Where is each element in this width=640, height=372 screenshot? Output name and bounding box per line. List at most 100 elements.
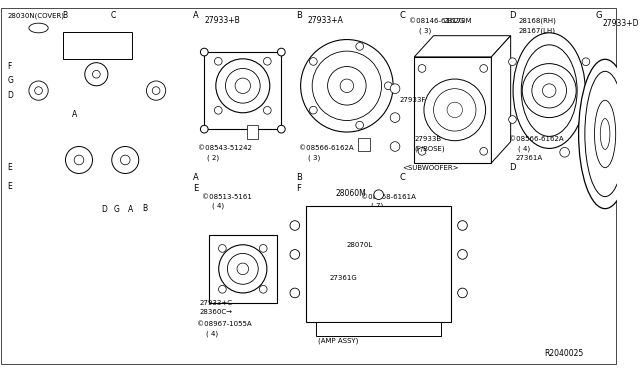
Polygon shape [414,36,511,57]
Circle shape [214,106,222,114]
Circle shape [424,79,486,141]
Text: 27933+C: 27933+C [200,299,232,305]
Text: D: D [509,163,515,172]
Text: (AMP ASSY): (AMP ASSY) [318,338,358,344]
Text: C: C [400,173,406,182]
Circle shape [390,142,400,151]
Circle shape [480,147,488,155]
Circle shape [227,253,258,284]
Text: ( 3): ( 3) [419,28,431,34]
Text: 27933+B: 27933+B [204,16,240,25]
Text: G: G [114,205,120,214]
Circle shape [301,39,393,132]
Circle shape [433,89,476,131]
Circle shape [310,106,317,114]
Text: B: B [296,11,301,20]
Circle shape [543,84,556,97]
Circle shape [200,48,208,56]
Circle shape [447,102,463,118]
Text: ©08513-5161: ©08513-5161 [202,193,252,200]
Text: 28070L: 28070L [347,242,373,248]
Ellipse shape [600,119,610,150]
Text: D: D [509,11,515,20]
Text: ©08566-6162A: ©08566-6162A [509,136,563,142]
Circle shape [235,78,250,93]
Text: ©08566-6162A: ©08566-6162A [299,145,353,151]
Text: 27361A: 27361A [515,155,543,161]
Text: 28060M: 28060M [335,189,366,198]
Bar [358,138,370,151]
Text: E: E [193,185,198,193]
Circle shape [259,244,267,252]
Ellipse shape [579,59,632,209]
Circle shape [312,51,381,121]
Bar [63,32,132,59]
Text: 28360C→: 28360C→ [200,309,232,315]
Circle shape [214,57,222,65]
Text: 28167(LH): 28167(LH) [518,28,556,34]
Ellipse shape [521,45,577,137]
Bar [209,235,276,302]
Text: 28168(RH): 28168(RH) [518,18,556,25]
Text: B: B [143,203,148,213]
Text: D: D [8,91,13,100]
Text: (F/BOSE): (F/BOSE) [414,145,445,152]
Circle shape [458,288,467,298]
Circle shape [112,147,139,173]
Circle shape [200,125,208,133]
Text: 27933F: 27933F [400,97,426,103]
Circle shape [532,73,566,108]
Text: B: B [296,173,301,182]
Bar [204,52,282,129]
Circle shape [509,116,516,124]
Text: 27361G: 27361G [330,276,357,282]
Circle shape [29,81,48,100]
Text: G: G [595,11,602,20]
Circle shape [458,221,467,230]
Text: 28030N(COVER): 28030N(COVER) [8,12,65,19]
Text: A: A [72,110,77,119]
Circle shape [509,58,516,65]
Text: ©08967-1055A: ©08967-1055A [196,321,251,327]
Text: ( 3): ( 3) [308,155,321,161]
Text: ( 4): ( 4) [518,145,531,152]
Circle shape [264,106,271,114]
Ellipse shape [585,71,625,196]
Text: ©08543-51242: ©08543-51242 [198,145,252,151]
Polygon shape [492,36,511,163]
Text: G: G [8,77,13,86]
Text: D: D [101,205,107,214]
Circle shape [259,285,267,293]
Circle shape [290,221,300,230]
Circle shape [390,84,400,93]
Circle shape [237,263,248,275]
Text: ( 4): ( 4) [212,203,224,209]
Text: C: C [111,11,116,20]
Circle shape [290,250,300,259]
Circle shape [147,81,166,100]
Circle shape [84,62,108,86]
Circle shape [328,67,366,105]
Text: ©08146-6162G: ©08146-6162G [410,18,465,24]
Ellipse shape [513,33,586,148]
Text: ( 2): ( 2) [207,155,220,161]
Circle shape [582,116,590,124]
Text: C: C [400,11,406,20]
Circle shape [418,65,426,72]
Circle shape [480,65,488,72]
Text: B: B [63,11,68,20]
Text: ©08168-6161A: ©08168-6161A [362,193,416,200]
Text: A: A [128,205,133,214]
Circle shape [93,70,100,78]
Bar [414,57,492,163]
Circle shape [560,147,570,157]
Circle shape [218,244,226,252]
Text: ( 4): ( 4) [206,330,218,337]
Circle shape [385,82,392,90]
Circle shape [290,288,300,298]
Circle shape [582,58,590,65]
Text: <SUBWOOFER>: <SUBWOOFER> [403,165,460,171]
Text: 27933+D: 27933+D [602,19,639,28]
Circle shape [340,79,354,93]
Ellipse shape [29,23,48,33]
